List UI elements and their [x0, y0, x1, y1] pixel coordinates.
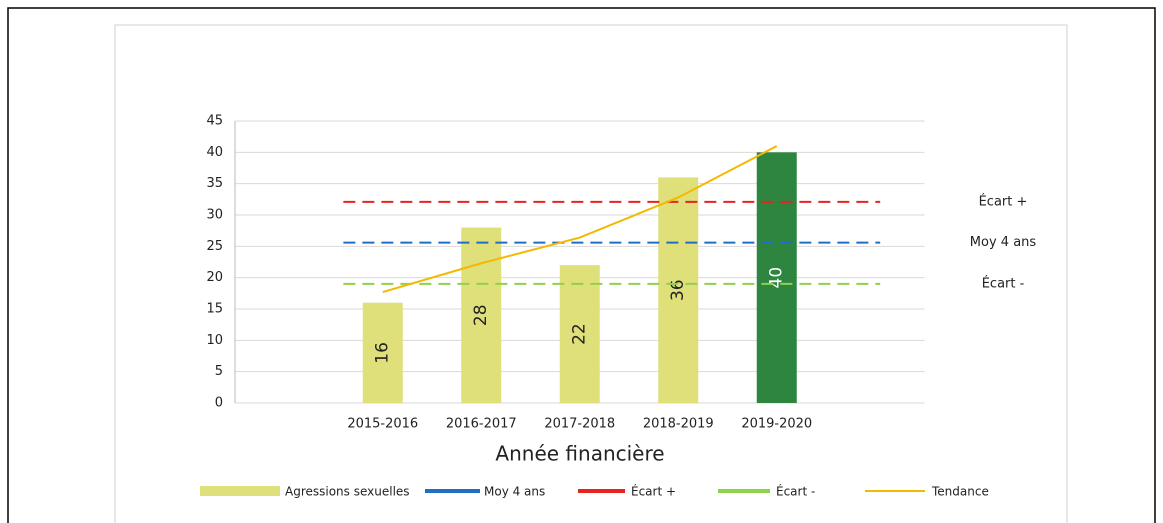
- legend-swatch: [200, 486, 280, 496]
- x-tick-label: 2019-2020: [741, 417, 812, 432]
- reference-label: Écart -: [982, 275, 1025, 291]
- reference-label: Écart +: [979, 193, 1028, 209]
- trend-line: [382, 145, 778, 294]
- bar: [559, 265, 600, 403]
- x-axis-title: Année financière: [495, 442, 664, 466]
- x-tick-label: 2016-2017: [446, 417, 517, 432]
- bar: [658, 177, 699, 403]
- bar-value-label: 22: [570, 323, 590, 345]
- x-tick-label: 2015-2016: [347, 417, 418, 432]
- bar: [756, 152, 797, 403]
- y-tick-label: 25: [206, 239, 223, 254]
- legend-label: Tendance: [931, 485, 989, 499]
- y-tick-label: 35: [206, 176, 223, 191]
- x-tick-label: 2018-2019: [643, 417, 714, 432]
- y-tick-label: 0: [215, 396, 223, 411]
- y-tick-label: 15: [206, 302, 223, 317]
- bar-value-label: 36: [668, 279, 688, 301]
- legend-label: Moy 4 ans: [484, 485, 545, 499]
- legend-label: Écart -: [776, 484, 815, 499]
- y-tick-label: 10: [206, 333, 223, 348]
- y-tick-label: 40: [206, 145, 223, 160]
- outer-frame: [7, 7, 1156, 523]
- bar-value-label: 40: [767, 267, 787, 289]
- bar: [461, 227, 502, 403]
- y-tick-label: 30: [206, 208, 223, 223]
- reference-label: Moy 4 ans: [970, 235, 1037, 250]
- y-tick-label: 5: [215, 364, 223, 379]
- legend-label: Agressions sexuelles: [285, 485, 410, 499]
- bar-value-label: 28: [471, 304, 491, 326]
- y-tick-label: 45: [206, 114, 223, 129]
- y-tick-label: 20: [206, 270, 223, 285]
- bar-value-label: 16: [373, 342, 393, 364]
- bar: [362, 302, 403, 403]
- legend-label: Écart +: [631, 484, 676, 499]
- x-tick-label: 2017-2018: [544, 417, 615, 432]
